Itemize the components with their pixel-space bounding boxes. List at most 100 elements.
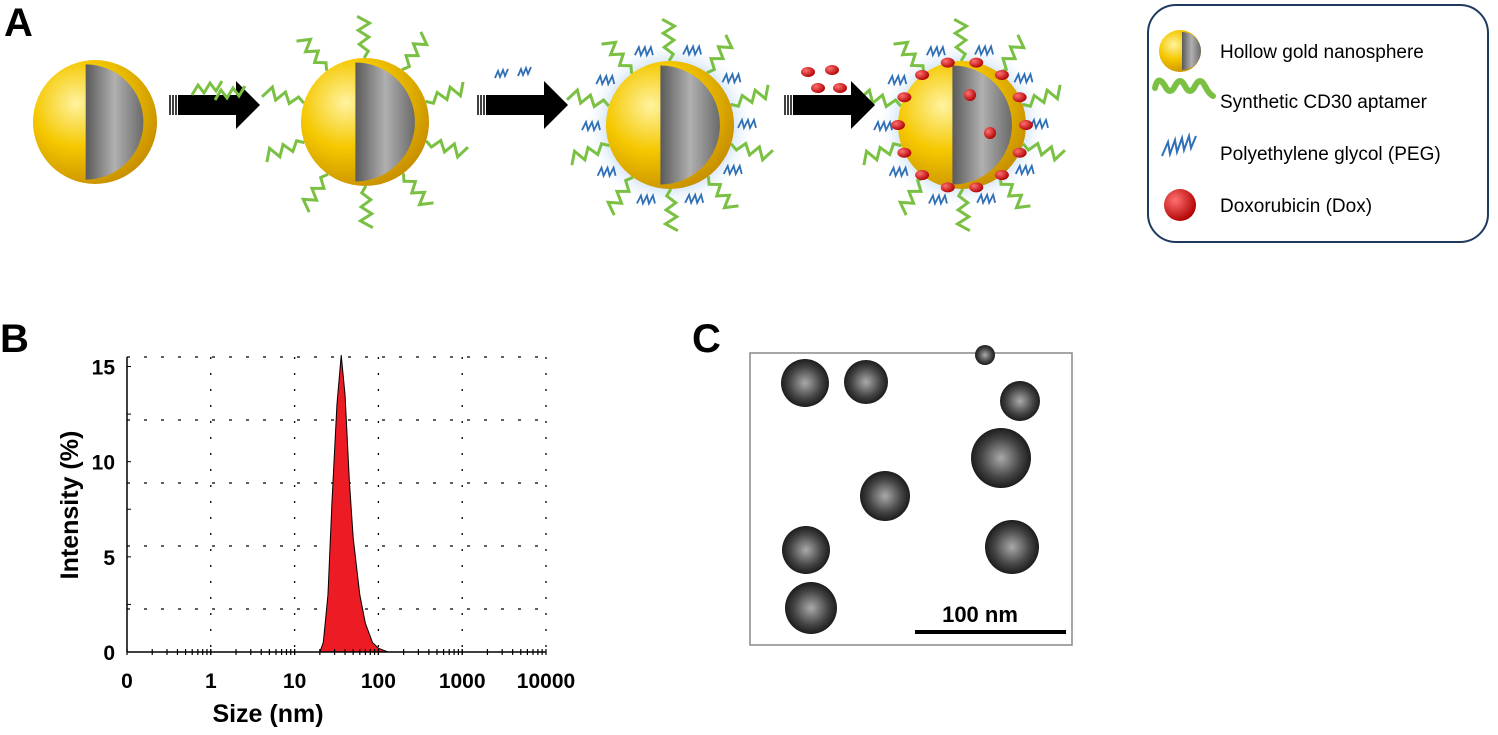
peg-chain (636, 192, 656, 207)
dox-molecule (964, 89, 976, 101)
legend-label: Synthetic CD30 aptamer (1220, 92, 1428, 113)
aptamer-strand (660, 17, 678, 62)
nanosphere (566, 17, 774, 233)
dox-icon (1164, 189, 1196, 221)
aptamer-strand (261, 84, 305, 106)
peg-icon (517, 65, 532, 78)
peg-chain (721, 71, 742, 85)
scale-bar-label: 100 nm (942, 602, 1018, 627)
aptamer-strand (954, 188, 972, 233)
peg-chain (974, 43, 994, 58)
aptamer-strand (662, 188, 680, 233)
aptamer-strand (300, 172, 329, 213)
x-tick-label: 10000 (517, 670, 575, 693)
peg-chain (926, 44, 946, 58)
nanoparticle (844, 360, 888, 404)
dox-icon (833, 83, 847, 93)
aptamer-icon (190, 80, 224, 96)
aptamer-strand (296, 37, 329, 71)
aptamer-icon (1152, 77, 1216, 99)
arrow-icon (793, 81, 875, 129)
nanosphere (33, 60, 157, 184)
peg-chain (595, 73, 616, 87)
nanosphere (261, 14, 469, 230)
aptamer-strand (858, 87, 902, 109)
nanosphere (858, 17, 1066, 233)
nanoparticle (860, 471, 910, 521)
nanoparticle (782, 526, 830, 574)
dox-molecule (969, 182, 984, 193)
aptamer-strand (265, 139, 305, 163)
gold-nanosphere-icon (1159, 30, 1201, 72)
nanoparticle (785, 582, 837, 634)
dox-icon (825, 65, 839, 75)
hollow-core (355, 62, 415, 182)
synthesis-scheme (33, 14, 1066, 233)
legend: Hollow gold nanosphere Synthetic CD30 ap… (1147, 4, 1489, 243)
tem-image: 100 nm (749, 345, 1073, 646)
x-tick-label: 100 (361, 670, 396, 693)
aptamer-strand (706, 34, 735, 75)
peg-chain (1014, 163, 1035, 177)
aptamer-strand (401, 31, 430, 72)
dox-molecule (915, 170, 930, 181)
dox-molecule (984, 127, 996, 139)
aptamer-strand (1022, 84, 1062, 108)
peg-chain (888, 165, 909, 179)
aptamer-strand (706, 176, 739, 210)
peg-chain (1029, 117, 1049, 131)
hollow-core (660, 65, 720, 185)
peg-chain (737, 117, 757, 131)
y-tick-label: 5 (103, 547, 115, 570)
peg-chain (976, 192, 997, 206)
y-tick-label: 10 (92, 452, 115, 475)
aptamer-strand (425, 138, 469, 160)
y-tick-label: 15 (92, 357, 116, 380)
dox-molecule (1012, 147, 1027, 158)
peg-chain (634, 44, 654, 58)
dox-molecule (1012, 92, 1027, 103)
dox-molecule (994, 170, 1009, 181)
peg-chain (887, 73, 908, 87)
peg-icon (1161, 132, 1197, 158)
hollow-core (85, 64, 144, 180)
aptamer-strand (566, 87, 610, 109)
aptamer-strand (401, 173, 434, 207)
dox-molecule (994, 69, 1009, 80)
legend-label: Hollow gold nanosphere (1220, 42, 1424, 63)
x-tick-label: 10 (283, 670, 306, 693)
x-tick-label: 1000 (439, 670, 486, 693)
x-axis-label: Size (nm) (212, 700, 323, 728)
peg-chain (722, 163, 743, 177)
peg-chain (1013, 71, 1034, 85)
nanoparticle (781, 359, 829, 407)
panel-label-a: A (4, 1, 33, 45)
aptamer-strand (425, 81, 465, 105)
peg-chain (596, 165, 617, 179)
dox-icon (801, 67, 815, 77)
aptamer-strand (570, 142, 610, 166)
aptamer-strand (893, 40, 926, 74)
aptamer-strand (952, 17, 970, 62)
peg-chain (581, 119, 601, 133)
dox-molecule (891, 120, 905, 130)
size-distribution-area (319, 355, 389, 653)
dox-molecule (940, 57, 955, 68)
aptamer-strand (730, 141, 774, 163)
y-tick-label: 0 (103, 642, 115, 665)
x-tick-label: 0 (121, 670, 133, 693)
dox-molecule (1019, 120, 1033, 130)
aptamer-strand (605, 175, 634, 216)
aptamer-strand (998, 176, 1031, 210)
peg-chain (928, 192, 948, 207)
dox-molecule (940, 182, 955, 193)
y-axis-label: Intensity (%) (56, 431, 84, 580)
aptamer-strand (897, 175, 926, 216)
peg-icon (494, 67, 509, 80)
dox-icon (811, 83, 825, 93)
panel-label-b: B (0, 317, 29, 361)
dox-molecule (915, 69, 930, 80)
panel-label-c: C (692, 317, 721, 361)
dox-molecule (897, 147, 912, 158)
